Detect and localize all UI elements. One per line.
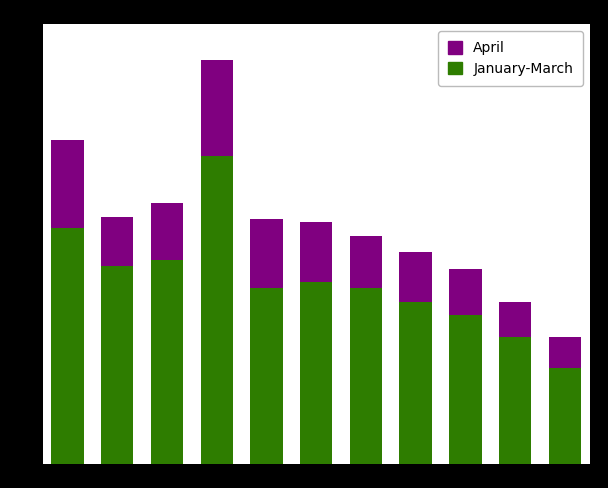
Bar xyxy=(548,367,581,464)
Bar xyxy=(250,219,283,288)
Bar xyxy=(499,337,531,464)
Bar xyxy=(151,203,183,261)
Bar xyxy=(548,337,581,367)
Bar xyxy=(51,140,83,227)
Bar xyxy=(449,315,482,464)
Bar xyxy=(201,156,233,464)
Bar xyxy=(101,217,133,266)
Bar xyxy=(350,236,382,288)
Bar xyxy=(300,222,333,283)
Bar xyxy=(499,302,531,337)
Bar xyxy=(51,227,83,464)
Bar xyxy=(201,60,233,156)
Bar xyxy=(350,288,382,464)
Bar xyxy=(151,261,183,464)
Bar xyxy=(250,288,283,464)
Bar xyxy=(101,266,133,464)
Bar xyxy=(300,283,333,464)
Bar xyxy=(449,269,482,315)
Bar xyxy=(399,302,432,464)
Legend: April, January-March: April, January-March xyxy=(438,31,583,86)
Bar xyxy=(399,252,432,302)
